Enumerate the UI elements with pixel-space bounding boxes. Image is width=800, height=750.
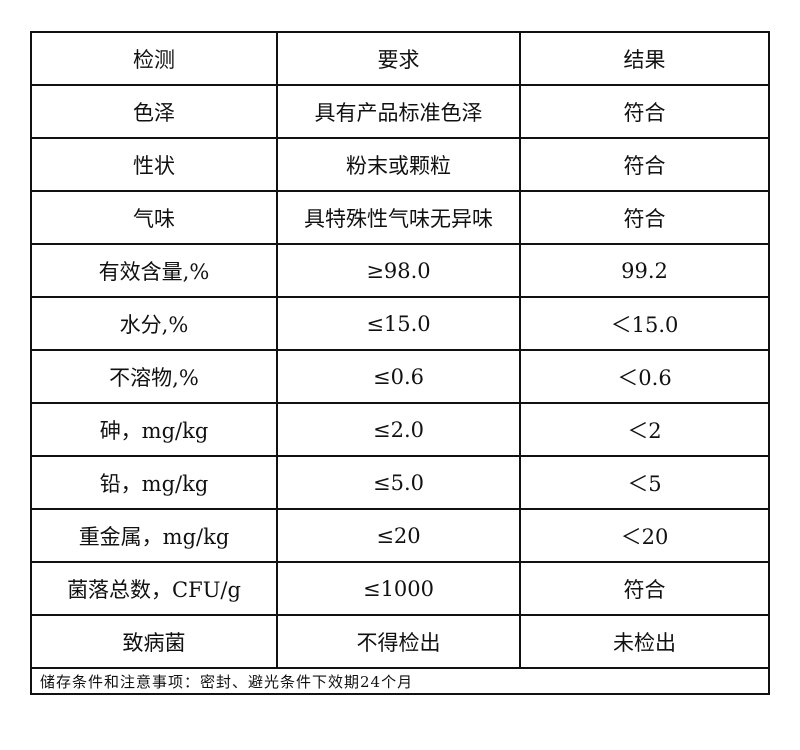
cell-item: 致病菌 — [30, 614, 278, 669]
table-row: 色泽 具有产品标准色泽 符合 — [30, 84, 770, 139]
cell-result: 99.2 — [519, 243, 770, 298]
table-row: 铅，mg/kg ≤5.0 ＜5 — [30, 455, 770, 510]
cell-requirement: ≤20 — [276, 508, 521, 563]
cell-item: 重金属，mg/kg — [30, 508, 278, 563]
cell-item: 色泽 — [30, 84, 278, 139]
header-row: 检测 要求 结果 — [30, 31, 770, 86]
table-row: 菌落总数，CFU/g ≤1000 符合 — [30, 561, 770, 616]
table-row: 水分,% ≤15.0 ＜15.0 — [30, 296, 770, 351]
cell-requirement: ≤1000 — [276, 561, 521, 616]
cell-result: 符合 — [519, 137, 770, 192]
cell-requirement: ≤0.6 — [276, 349, 521, 404]
table-row: 砷，mg/kg ≤2.0 ＜2 — [30, 402, 770, 457]
cell-result: ＜20 — [519, 508, 770, 563]
cell-item: 不溶物,% — [30, 349, 278, 404]
cell-requirement: 具有产品标准色泽 — [276, 84, 521, 139]
cell-item: 水分,% — [30, 296, 278, 351]
cell-requirement: 具特殊性气味无异味 — [276, 190, 521, 245]
table-row: 致病菌 不得检出 未检出 — [30, 614, 770, 669]
cell-result: 符合 — [519, 190, 770, 245]
header-requirement: 要求 — [276, 31, 521, 86]
footer-row: 储存条件和注意事项：密封、避光条件下效期24个月 — [30, 667, 770, 695]
table-row: 不溶物,% ≤0.6 ＜0.6 — [30, 349, 770, 404]
cell-item: 砷，mg/kg — [30, 402, 278, 457]
cell-result: 符合 — [519, 561, 770, 616]
cell-item: 气味 — [30, 190, 278, 245]
cell-requirement: ≤5.0 — [276, 455, 521, 510]
cell-requirement: ≤2.0 — [276, 402, 521, 457]
table-row: 有效含量,% ≥98.0 99.2 — [30, 243, 770, 298]
table-row: 性状 粉末或颗粒 符合 — [30, 137, 770, 192]
cell-item: 有效含量,% — [30, 243, 278, 298]
cell-result: 符合 — [519, 84, 770, 139]
cell-result: ＜5 — [519, 455, 770, 510]
cell-result: ＜2 — [519, 402, 770, 457]
cell-result: ＜0.6 — [519, 349, 770, 404]
cell-requirement: ≥98.0 — [276, 243, 521, 298]
cell-item: 铅，mg/kg — [30, 455, 278, 510]
cell-requirement: ≤15.0 — [276, 296, 521, 351]
storage-note: 储存条件和注意事项：密封、避光条件下效期24个月 — [30, 667, 770, 695]
header-item: 检测 — [30, 31, 278, 86]
table-row: 重金属，mg/kg ≤20 ＜20 — [30, 508, 770, 563]
cell-requirement: 不得检出 — [276, 614, 521, 669]
cell-result: 未检出 — [519, 614, 770, 669]
table-row: 气味 具特殊性气味无异味 符合 — [30, 190, 770, 245]
cell-item: 菌落总数，CFU/g — [30, 561, 278, 616]
header-result: 结果 — [519, 31, 770, 86]
quality-table: 检测 要求 结果 色泽 具有产品标准色泽 符合 性状 粉末或颗粒 符合 气味 具特殊性气味无异… — [30, 31, 770, 695]
cell-item: 性状 — [30, 137, 278, 192]
cell-requirement: 粉末或颗粒 — [276, 137, 521, 192]
cell-result: ＜15.0 — [519, 296, 770, 351]
